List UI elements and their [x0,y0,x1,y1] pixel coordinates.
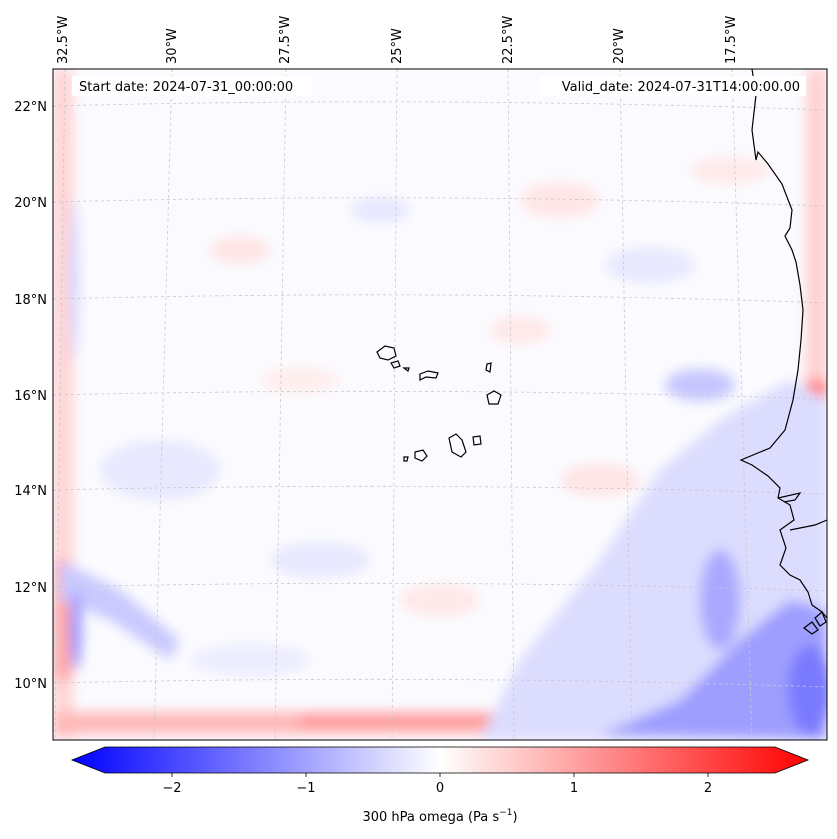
island-sal [485,362,492,373]
colorbar-label-2: 2 [704,781,712,796]
colorbar-title-main: 300 hPa omega (Pa s [362,810,499,825]
lon-label-25w: 25°W [390,28,405,64]
field-blue-core-3 [665,369,735,401]
africa-coast [739,69,827,619]
meridian-20w [619,69,633,740]
meridian-32-5w [54,69,66,740]
field-blue-core-2 [700,550,740,650]
bijagos-islands [803,610,827,635]
parallel-22n [53,101,827,111]
field-patch-10 [190,644,310,676]
field-patch-11 [690,156,770,184]
parallel-14n [53,485,827,495]
colorbar-title: 300 hPa omega (Pa s−1) [362,808,517,825]
colorbar: −2 −1 0 1 2 300 hPa omega (Pa s−1) [70,746,810,825]
colorbar-label-m1: −1 [296,781,315,796]
lon-label-20w: 20°W [612,28,627,64]
lat-labels: 22°N 20°N 18°N 16°N 14°N 12°N 10°N [14,100,47,692]
lat-label-20n: 20°N [14,196,47,211]
meridian-30w [153,69,173,740]
field-patch-7 [270,542,370,578]
coastline [739,69,827,635]
field-left-blue-core [70,590,82,670]
valid-date-box [540,76,806,96]
meridian-25w [391,69,398,740]
meridian-22-5w [507,69,515,740]
colorbar-title-suffix: ) [512,810,517,825]
field-patch-9 [560,464,640,496]
map-area [53,69,827,740]
field-southeast-blue-strong [600,600,827,740]
lat-label-22n: 22°N [14,100,47,115]
field-patch-2 [520,182,600,218]
lon-label-32-5w: 32.5°W [56,16,71,64]
island-sao-vicente [390,360,401,369]
field-left-blue [60,560,180,660]
meridian-27-5w [274,69,287,740]
field-patch-1 [210,236,270,264]
island-boa-vista [486,390,502,405]
colorbar-tick-labels: −2 −1 0 1 2 [162,781,712,796]
parallel-12n [53,582,827,592]
island-santo-antao [376,345,397,361]
lat-label-12n: 12°N [14,581,47,596]
colorbar-ticks [171,773,709,777]
field-patch-12 [260,366,340,394]
cape-verde-islands [376,345,502,462]
island-sao-nicolau [419,370,439,381]
field-patch-8 [400,584,480,616]
colorbar-label-m2: −2 [162,781,181,796]
field-blue-core [788,645,827,735]
field-left-blue-streak [69,200,79,360]
field-patch-6 [490,316,550,344]
lat-label-14n: 14°N [14,484,47,499]
graticule [53,69,827,740]
field-bottom-band-core [300,714,550,728]
lon-labels: 32.5°W 30°W 27.5°W 25°W 22.5°W 20°W 17.5… [56,16,739,64]
island-santa-luzia [402,367,410,372]
lat-label-10n: 10°N [14,677,47,692]
colorbar-title-superscript: −1 [499,808,512,818]
colorbar-bar [70,746,810,774]
lat-label-16n: 16°N [14,389,47,404]
lon-label-30w: 30°W [165,28,180,64]
africa-coast-gambia [777,492,802,503]
valid-date-label: Valid_date: 2024-07-31T14:00:00.00 [562,80,800,95]
start-date-box [72,76,312,96]
field-patch-4 [605,247,695,283]
lon-label-17-5w: 17.5°W [724,16,739,64]
lon-label-22-5w: 22.5°W [501,16,516,64]
lon-label-27-5w: 27.5°W [278,16,293,64]
island-fogo [414,449,428,462]
field-patch-5 [100,440,220,500]
island-santiago [448,433,467,458]
island-maio [472,435,482,446]
africa-coast-guinea-bissau [789,519,827,531]
field-patch-3 [350,198,410,222]
island-brava [403,456,409,462]
colorbar-label-1: 1 [570,781,578,796]
colorbar-label-0: 0 [436,781,444,796]
start-date-label: Start date: 2024-07-31_00:00:00 [79,80,293,95]
map-frame [52,68,828,741]
parallel-10n [53,678,827,688]
parallel-20n [53,197,827,207]
lat-label-18n: 18°N [14,293,47,308]
parallel-16n [53,390,827,400]
parallel-18n [53,294,827,304]
omega-field [53,69,827,740]
meridian-17-5w [731,69,753,740]
